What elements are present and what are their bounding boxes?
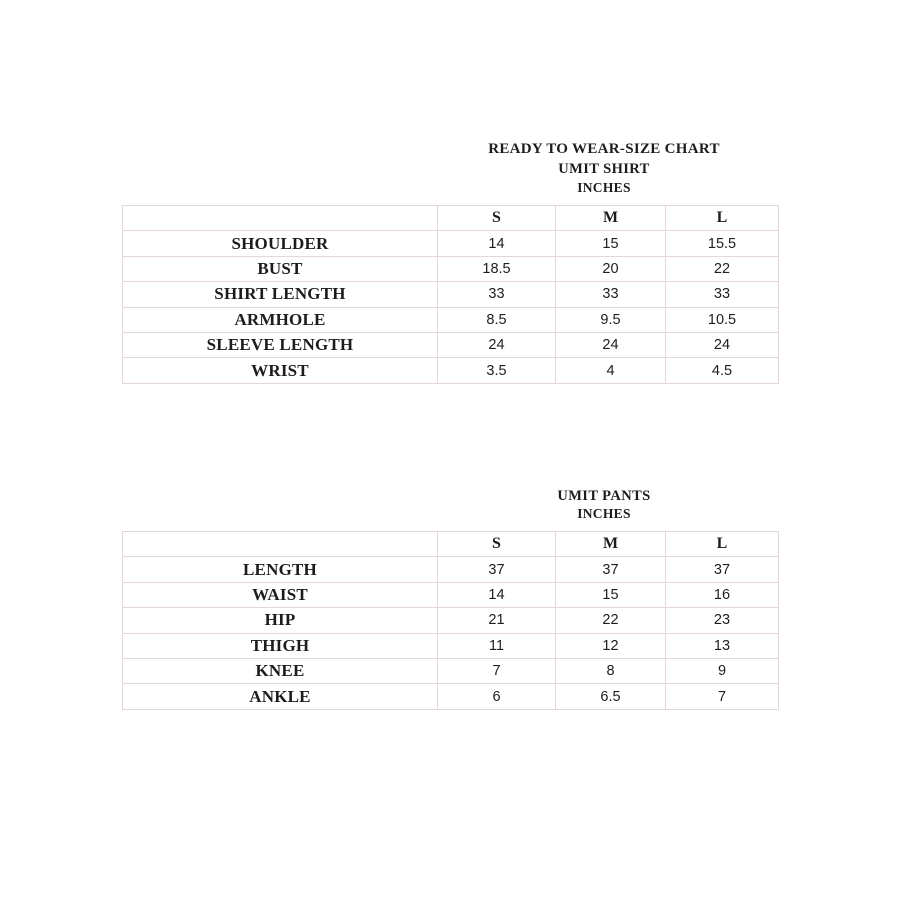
size-value: 7 bbox=[437, 657, 556, 685]
size-value: 8.5 bbox=[437, 306, 556, 333]
size-value: 20 bbox=[555, 255, 666, 283]
size-value: 24 bbox=[437, 331, 556, 359]
size-value: 3.5 bbox=[437, 357, 556, 384]
size-value: 22 bbox=[555, 607, 666, 634]
size-value: 11 bbox=[437, 632, 556, 659]
row-label: LENGTH bbox=[122, 556, 438, 583]
table-row: KNEE 7 8 9 bbox=[122, 657, 779, 685]
row-label: THIGH bbox=[122, 632, 438, 659]
size-column-header-m: M bbox=[555, 530, 666, 558]
size-value: 9 bbox=[665, 657, 779, 685]
size-value: 4.5 bbox=[665, 357, 779, 384]
pants-size-table: S M L LENGTH 37 37 37 WAIST 14 15 16 HIP… bbox=[122, 530, 779, 710]
size-value: 10.5 bbox=[665, 306, 779, 333]
row-label: BUST bbox=[122, 255, 438, 283]
measurement-column-header bbox=[122, 204, 438, 232]
table-row: LENGTH 37 37 37 bbox=[122, 556, 779, 583]
table-row: SHOULDER 14 15 15.5 bbox=[122, 230, 779, 257]
row-label: SHIRT LENGTH bbox=[122, 281, 438, 308]
row-label: HIP bbox=[122, 607, 438, 634]
size-value: 13 bbox=[665, 632, 779, 659]
row-label: SLEEVE LENGTH bbox=[122, 331, 438, 359]
pants-section-title: UMIT PANTS bbox=[557, 488, 651, 504]
pants-unit-label: INCHES bbox=[577, 506, 631, 521]
table-row: SHIRT LENGTH 33 33 33 bbox=[122, 281, 779, 308]
size-column-header-m: M bbox=[555, 204, 666, 232]
chart-title: READY TO WEAR-SIZE CHART bbox=[488, 141, 720, 157]
table-row: BUST 18.5 20 22 bbox=[122, 255, 779, 283]
size-value: 24 bbox=[665, 331, 779, 359]
size-value: 4 bbox=[555, 357, 666, 384]
size-column-header-l: L bbox=[665, 530, 779, 558]
size-value: 18.5 bbox=[437, 255, 556, 283]
size-value: 7 bbox=[665, 683, 779, 710]
size-column-header-s: S bbox=[437, 204, 556, 232]
table-row: WRIST 3.5 4 4.5 bbox=[122, 357, 779, 384]
shirt-unit-label: INCHES bbox=[577, 180, 631, 195]
size-column-header-l: L bbox=[665, 204, 779, 232]
table-row: ANKLE 6 6.5 7 bbox=[122, 683, 779, 710]
shirt-header-row: S M L bbox=[122, 204, 779, 232]
size-value: 33 bbox=[437, 281, 556, 308]
size-value: 6 bbox=[437, 683, 556, 710]
row-label: WAIST bbox=[122, 581, 438, 609]
table-row: ARMHOLE 8.5 9.5 10.5 bbox=[122, 306, 779, 333]
size-value: 22 bbox=[665, 255, 779, 283]
size-value: 33 bbox=[665, 281, 779, 308]
size-value: 8 bbox=[555, 657, 666, 685]
size-value: 14 bbox=[437, 581, 556, 609]
size-value: 33 bbox=[555, 281, 666, 308]
size-column-header-s: S bbox=[437, 530, 556, 558]
size-value: 37 bbox=[555, 556, 666, 583]
size-value: 21 bbox=[437, 607, 556, 634]
row-label: SHOULDER bbox=[122, 230, 438, 257]
table-row: HIP 21 22 23 bbox=[122, 607, 779, 634]
size-value: 15 bbox=[555, 581, 666, 609]
size-value: 23 bbox=[665, 607, 779, 634]
row-label: WRIST bbox=[122, 357, 438, 384]
table-row: THIGH 11 12 13 bbox=[122, 632, 779, 659]
size-value: 6.5 bbox=[555, 683, 666, 710]
measurement-column-header bbox=[122, 530, 438, 558]
size-value: 24 bbox=[555, 331, 666, 359]
row-label: ANKLE bbox=[122, 683, 438, 710]
size-value: 9.5 bbox=[555, 306, 666, 333]
size-value: 14 bbox=[437, 230, 556, 257]
size-value: 37 bbox=[437, 556, 556, 583]
shirt-section-title: UMIT SHIRT bbox=[558, 161, 650, 177]
size-value: 12 bbox=[555, 632, 666, 659]
size-value: 15.5 bbox=[665, 230, 779, 257]
size-value: 15 bbox=[555, 230, 666, 257]
size-value: 37 bbox=[665, 556, 779, 583]
row-label: KNEE bbox=[122, 657, 438, 685]
row-label: ARMHOLE bbox=[122, 306, 438, 333]
size-value: 16 bbox=[665, 581, 779, 609]
shirt-size-table: S M L SHOULDER 14 15 15.5 BUST 18.5 20 2… bbox=[122, 204, 779, 384]
pants-header-row: S M L bbox=[122, 530, 779, 558]
table-row: SLEEVE LENGTH 24 24 24 bbox=[122, 331, 779, 359]
table-row: WAIST 14 15 16 bbox=[122, 581, 779, 609]
